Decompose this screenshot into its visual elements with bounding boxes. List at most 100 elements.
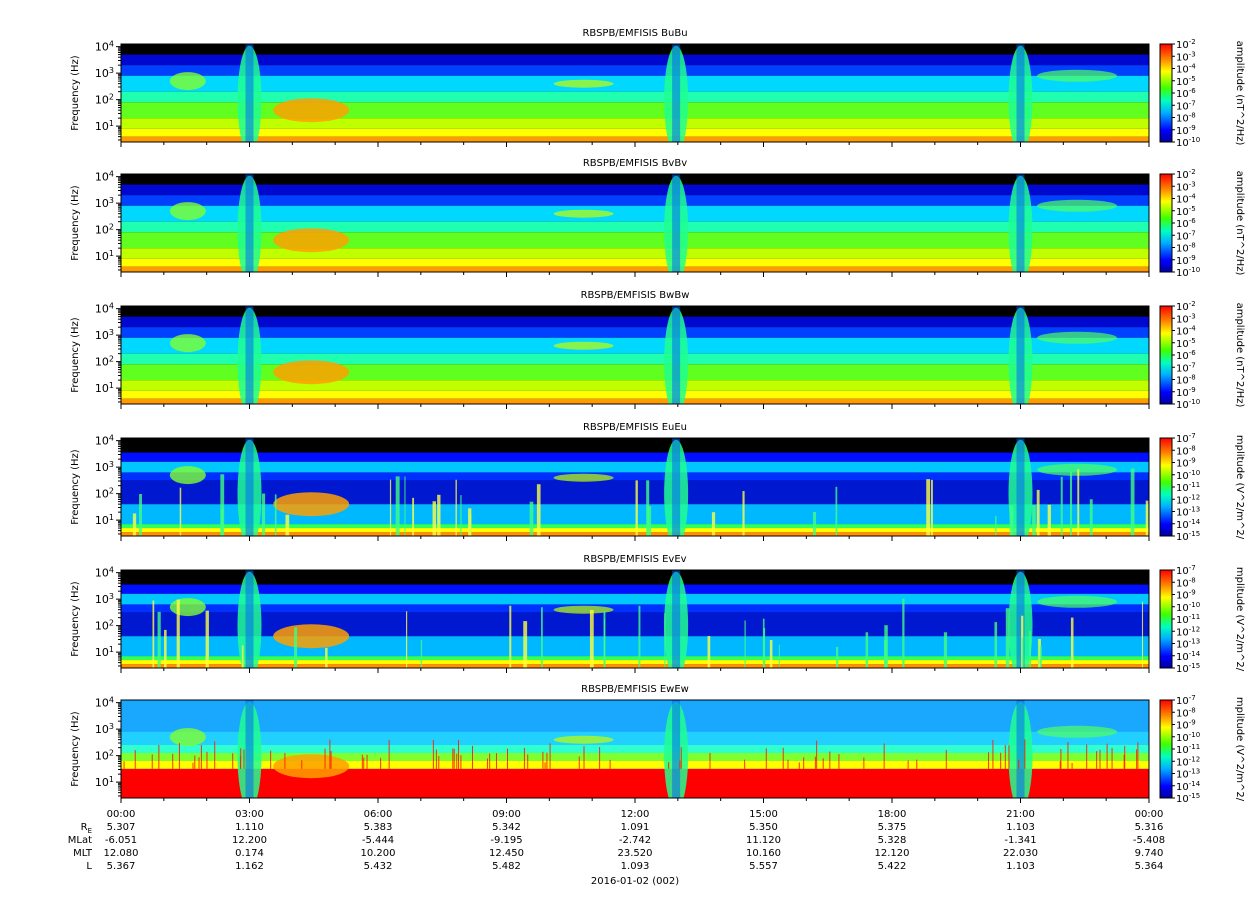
ephemeris-value: 5.350 — [749, 822, 778, 833]
y-tick-label: 104 — [95, 566, 114, 580]
spectrogram-panel-5: RBSPB/EMFISIS EvEv 101 102 103 104 Frequency … — [70, 554, 1245, 675]
ephemeris-value: 5.432 — [364, 861, 393, 872]
y-axis-label: Frequency (Hz) — [70, 317, 81, 393]
time-tick-label: 00:00 — [107, 809, 136, 820]
colorbar-tick-label: 10-10 — [1176, 266, 1200, 279]
y-axis-label: Frequency (Hz) — [70, 55, 81, 131]
y-tick-label: 102 — [95, 355, 114, 369]
spectrogram-panel-1: RBSPB/EMFISIS BuBu 101 102 103 104 Frequency … — [70, 28, 1245, 149]
spectrogram-image — [121, 174, 1149, 272]
colorbar-tick-label: 10-7 — [1176, 432, 1196, 445]
colorbar-tick-label: 10-2 — [1176, 168, 1196, 181]
spectrogram-panel-6: RBSPB/EMFISIS EwEw 101 102 103 104 Frequency … — [70, 684, 1245, 805]
colorbar — [1160, 306, 1172, 404]
y-tick-label: 103 — [95, 196, 114, 210]
spectrogram-image — [121, 438, 1149, 536]
y-tick-label: 104 — [95, 434, 114, 448]
colorbar-tick-label: 10-6 — [1176, 87, 1196, 100]
colorbar-tick-label: 10-3 — [1176, 180, 1196, 193]
spectrogram-image — [121, 700, 1149, 798]
y-tick-label: 102 — [95, 749, 114, 763]
ephemeris-value: 12.080 — [104, 848, 139, 859]
colorbar-tick-label: 10-8 — [1176, 242, 1196, 255]
colorbar-tick-label: 10-2 — [1176, 300, 1196, 313]
colorbar-tick-label: 10-11 — [1176, 743, 1200, 756]
ephemeris-table: RE 5.307 1.110 5.383 5.342 1.091 5.350 5.375 1.1… — [68, 822, 1165, 872]
ephemeris-value: 12.450 — [489, 848, 524, 859]
y-tick-label: 104 — [95, 170, 114, 184]
ephemeris-value: 0.174 — [235, 848, 264, 859]
ephemeris-value: 5.342 — [492, 822, 521, 833]
colorbar-tick-label: 10-10 — [1176, 136, 1200, 149]
colorbar-tick-label: 10-14 — [1176, 518, 1201, 531]
colorbar-label: mplitude (V^2/m^2/ — [1234, 567, 1245, 672]
colorbar-tick-label: 10-5 — [1176, 75, 1196, 88]
spectrogram-panel-2: RBSPB/EMFISIS BvBv 101 102 103 104 Frequency … — [70, 158, 1245, 279]
colorbar — [1160, 174, 1172, 272]
colorbar-tick-label: 10-10 — [1176, 469, 1200, 482]
spectrogram-image — [121, 44, 1149, 142]
panel-title: RBSPB/EMFISIS EuEu — [583, 422, 687, 433]
y-tick-label: 103 — [95, 66, 114, 80]
ephemeris-value: 10.160 — [746, 848, 781, 859]
colorbar-tick-label: 10-10 — [1176, 601, 1200, 614]
ephemeris-value: -1.341 — [1004, 835, 1036, 846]
ephemeris-value: 5.422 — [878, 861, 907, 872]
y-axis-label: Frequency (Hz) — [70, 185, 81, 261]
colorbar-tick-label: 10-13 — [1176, 506, 1200, 519]
colorbar-tick-label: 10-8 — [1176, 576, 1196, 589]
colorbar-tick-label: 10-10 — [1176, 731, 1200, 744]
ephemeris-value: 5.367 — [107, 861, 136, 872]
ephemeris-value: 12.120 — [875, 848, 910, 859]
colorbar-label: mplitude (V^2/m^2/ — [1234, 435, 1245, 540]
time-tick-label: 12:00 — [621, 809, 650, 820]
colorbar-tick-label: 10-15 — [1176, 530, 1200, 543]
panel-title: RBSPB/EMFISIS BwBw — [581, 290, 690, 301]
ephemeris-value: 1.103 — [1006, 861, 1035, 872]
colorbar-tick-label: 10-10 — [1176, 398, 1200, 411]
colorbar-tick-label: 10-8 — [1176, 706, 1196, 719]
spectrogram-panel-4: RBSPB/EMFISIS EuEu 101 102 103 104 Frequency … — [70, 422, 1245, 543]
y-tick-label: 102 — [95, 619, 114, 633]
ephemeris-row-label: RE — [81, 822, 92, 835]
colorbar-tick-label: 10-6 — [1176, 217, 1196, 230]
y-tick-label: 101 — [95, 775, 114, 789]
panel-title: RBSPB/EMFISIS BvBv — [583, 158, 687, 169]
y-tick-label: 103 — [95, 328, 114, 342]
colorbar-tick-label: 10-7 — [1176, 361, 1196, 374]
spectrogram-image — [121, 570, 1149, 668]
y-axis-label: Frequency (Hz) — [70, 581, 81, 657]
ephemeris-value: 5.328 — [878, 835, 907, 846]
ephemeris-value: 5.482 — [492, 861, 521, 872]
y-tick-label: 103 — [95, 460, 114, 474]
colorbar-tick-label: 10-7 — [1176, 564, 1196, 577]
colorbar — [1160, 570, 1172, 668]
colorbar-tick-label: 10-14 — [1176, 650, 1201, 663]
colorbar-tick-label: 10-12 — [1176, 625, 1200, 638]
ephemeris-value: 5.316 — [1135, 822, 1164, 833]
colorbar-tick-label: 10-9 — [1176, 457, 1196, 470]
ephemeris-row-label: L — [86, 861, 92, 872]
ephemeris-value: -6.051 — [105, 835, 137, 846]
colorbar-label: amplitude (nT^2/Hz) — [1234, 303, 1245, 408]
colorbar-tick-label: 10-11 — [1176, 613, 1200, 626]
ephemeris-value: 5.557 — [749, 861, 778, 872]
ephemeris-row-label: MLat — [68, 835, 92, 846]
time-tick-label: 00:00 — [1135, 809, 1164, 820]
y-tick-label: 104 — [95, 302, 114, 316]
colorbar-tick-label: 10-4 — [1176, 63, 1196, 76]
colorbar-tick-label: 10-8 — [1176, 374, 1196, 387]
colorbar-tick-label: 10-15 — [1176, 792, 1200, 805]
ephemeris-value: -9.195 — [490, 835, 522, 846]
colorbar-tick-label: 10-5 — [1176, 205, 1196, 218]
time-axis: 00:00 03:00 06:00 09:00 12:00 15:00 18:00 21:00… — [107, 809, 1164, 820]
ephemeris-value: 1.162 — [235, 861, 264, 872]
y-axis-label: Frequency (Hz) — [70, 449, 81, 525]
ephemeris-value: 11.120 — [746, 835, 781, 846]
y-tick-label: 101 — [95, 645, 114, 659]
colorbar-tick-label: 10-11 — [1176, 481, 1200, 494]
ephemeris-value: 9.740 — [1135, 848, 1164, 859]
colorbar-tick-label: 10-4 — [1176, 193, 1196, 206]
colorbar-tick-label: 10-12 — [1176, 755, 1200, 768]
